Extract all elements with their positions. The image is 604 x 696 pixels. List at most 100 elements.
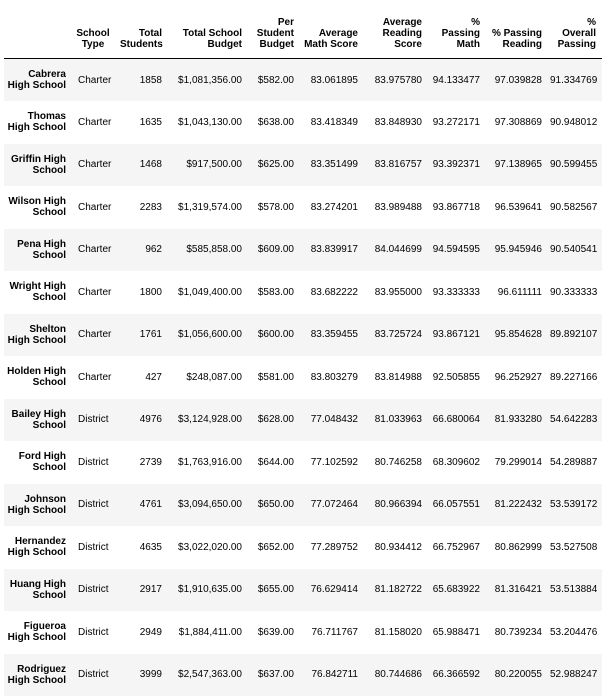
cell-per-student-budget: $650.00 bbox=[248, 484, 300, 527]
column-header-school-type: School Type bbox=[72, 4, 116, 59]
cell-total-students: 2917 bbox=[116, 569, 168, 612]
column-header-total-students: Total Students bbox=[116, 4, 168, 59]
cell-avg-reading: 83.989488 bbox=[364, 186, 428, 229]
cell-avg-math: 76.629414 bbox=[300, 569, 364, 612]
row-label-school-name: Wright High School bbox=[4, 271, 72, 314]
row-label-school-name: Thomas High School bbox=[4, 101, 72, 144]
cell-school-type: Charter bbox=[72, 101, 116, 144]
row-label-school-name: Holden High School bbox=[4, 356, 72, 399]
row-label-school-name: Johnson High School bbox=[4, 484, 72, 527]
cell-total-budget: $1,763,916.00 bbox=[168, 441, 248, 484]
cell-school-type: District bbox=[72, 441, 116, 484]
cell-pct-reading: 96.539641 bbox=[486, 186, 548, 229]
cell-avg-math: 77.102592 bbox=[300, 441, 364, 484]
cell-avg-reading: 83.814988 bbox=[364, 356, 428, 399]
header-row: School Type Total Students Total School … bbox=[4, 4, 602, 59]
cell-pct-overall: 54.642283 bbox=[548, 399, 602, 442]
cell-school-type: Charter bbox=[72, 356, 116, 399]
cell-school-type: Charter bbox=[72, 59, 116, 102]
cell-pct-math: 65.683922 bbox=[428, 569, 486, 612]
cell-avg-reading: 83.955000 bbox=[364, 271, 428, 314]
cell-pct-overall: 90.582567 bbox=[548, 186, 602, 229]
cell-avg-math: 76.842711 bbox=[300, 654, 364, 696]
cell-avg-reading: 80.934412 bbox=[364, 526, 428, 569]
cell-total-budget: $248,087.00 bbox=[168, 356, 248, 399]
cell-avg-math: 83.682222 bbox=[300, 271, 364, 314]
cell-per-student-budget: $578.00 bbox=[248, 186, 300, 229]
cell-pct-overall: 52.988247 bbox=[548, 654, 602, 696]
row-label-school-name: Griffin High School bbox=[4, 144, 72, 187]
cell-school-type: Charter bbox=[72, 186, 116, 229]
cell-per-student-budget: $600.00 bbox=[248, 314, 300, 357]
row-label-school-name: Rodriguez High School bbox=[4, 654, 72, 696]
cell-total-budget: $3,022,020.00 bbox=[168, 526, 248, 569]
column-header-avg-reading: Average Reading Score bbox=[364, 4, 428, 59]
cell-pct-reading: 80.220055 bbox=[486, 654, 548, 696]
cell-avg-reading: 83.848930 bbox=[364, 101, 428, 144]
cell-total-budget: $917,500.00 bbox=[168, 144, 248, 187]
cell-avg-math: 77.072464 bbox=[300, 484, 364, 527]
cell-avg-math: 83.351499 bbox=[300, 144, 364, 187]
cell-school-type: District bbox=[72, 484, 116, 527]
cell-total-budget: $1,081,356.00 bbox=[168, 59, 248, 102]
row-label-school-name: Pena High School bbox=[4, 229, 72, 272]
row-label-school-name: Ford High School bbox=[4, 441, 72, 484]
cell-avg-reading: 83.816757 bbox=[364, 144, 428, 187]
cell-school-type: District bbox=[72, 526, 116, 569]
cell-pct-overall: 53.539172 bbox=[548, 484, 602, 527]
cell-pct-overall: 53.513884 bbox=[548, 569, 602, 612]
row-label-school-name: Huang High School bbox=[4, 569, 72, 612]
cell-avg-reading: 83.975780 bbox=[364, 59, 428, 102]
cell-pct-reading: 96.252927 bbox=[486, 356, 548, 399]
column-header-pct-math: % Passing Math bbox=[428, 4, 486, 59]
cell-pct-reading: 96.611111 bbox=[486, 271, 548, 314]
cell-pct-overall: 89.892107 bbox=[548, 314, 602, 357]
cell-pct-math: 68.309602 bbox=[428, 441, 486, 484]
cell-total-students: 1635 bbox=[116, 101, 168, 144]
cell-pct-reading: 81.316421 bbox=[486, 569, 548, 612]
cell-pct-overall: 90.599455 bbox=[548, 144, 602, 187]
cell-pct-reading: 97.308869 bbox=[486, 101, 548, 144]
cell-per-student-budget: $583.00 bbox=[248, 271, 300, 314]
row-label-school-name: Cabrera High School bbox=[4, 59, 72, 102]
cell-pct-overall: 54.289887 bbox=[548, 441, 602, 484]
cell-total-students: 2949 bbox=[116, 611, 168, 654]
cell-per-student-budget: $581.00 bbox=[248, 356, 300, 399]
cell-total-budget: $1,049,400.00 bbox=[168, 271, 248, 314]
cell-pct-reading: 95.945946 bbox=[486, 229, 548, 272]
cell-pct-reading: 81.933280 bbox=[486, 399, 548, 442]
cell-total-students: 4976 bbox=[116, 399, 168, 442]
cell-per-student-budget: $628.00 bbox=[248, 399, 300, 442]
column-header-avg-math: Average Math Score bbox=[300, 4, 364, 59]
cell-school-type: District bbox=[72, 654, 116, 696]
cell-total-students: 2283 bbox=[116, 186, 168, 229]
cell-avg-reading: 81.033963 bbox=[364, 399, 428, 442]
notebook-output: School Type Total Students Total School … bbox=[0, 0, 604, 679]
cell-total-students: 4635 bbox=[116, 526, 168, 569]
cell-pct-math: 66.057551 bbox=[428, 484, 486, 527]
cell-total-students: 1761 bbox=[116, 314, 168, 357]
cell-avg-reading: 80.746258 bbox=[364, 441, 428, 484]
cell-pct-math: 93.867121 bbox=[428, 314, 486, 357]
row-label-school-name: Shelton High School bbox=[4, 314, 72, 357]
row-label-school-name: Wilson High School bbox=[4, 186, 72, 229]
cell-total-budget: $1,056,600.00 bbox=[168, 314, 248, 357]
cell-pct-math: 66.752967 bbox=[428, 526, 486, 569]
cell-pct-overall: 91.334769 bbox=[548, 59, 602, 102]
cell-avg-math: 83.359455 bbox=[300, 314, 364, 357]
cell-pct-reading: 97.138965 bbox=[486, 144, 548, 187]
cell-pct-overall: 53.204476 bbox=[548, 611, 602, 654]
cell-pct-overall: 90.540541 bbox=[548, 229, 602, 272]
cell-avg-math: 77.289752 bbox=[300, 526, 364, 569]
cell-pct-reading: 97.039828 bbox=[486, 59, 548, 102]
cell-avg-math: 83.839917 bbox=[300, 229, 364, 272]
cell-per-student-budget: $609.00 bbox=[248, 229, 300, 272]
cell-avg-reading: 84.044699 bbox=[364, 229, 428, 272]
